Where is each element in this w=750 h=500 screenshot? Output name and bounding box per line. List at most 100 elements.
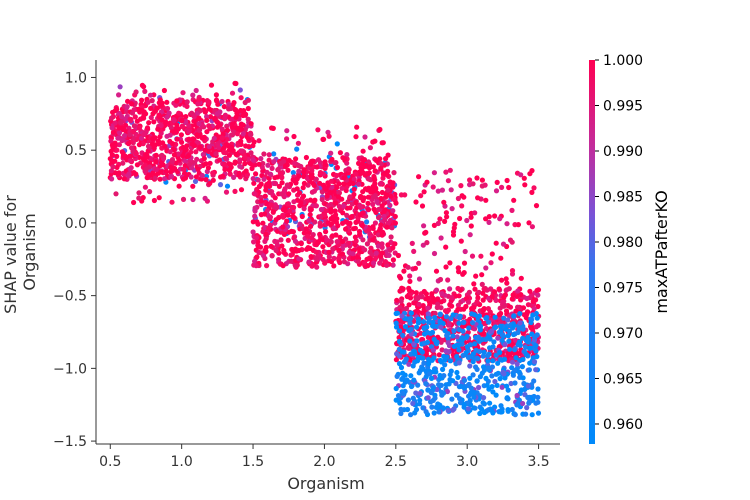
scatter-point [267,189,273,195]
scatter-point [489,293,495,300]
scatter-point [398,192,404,198]
scatter-point [263,248,269,254]
scatter-point [264,169,270,175]
scatter-point [511,322,517,329]
scatter-point [443,210,449,216]
scatter-point [452,221,458,227]
scatter-point [472,326,478,332]
scatter-point [251,191,257,197]
y-tick-label: −1.0 [53,361,87,377]
scatter-point [306,259,312,265]
scatter-point [337,234,343,240]
scatter-point [312,197,318,203]
scatter-point [229,132,236,138]
scatter-point [370,260,377,266]
scatter-point [328,239,334,245]
scatter-point [535,399,541,405]
scatter-point [509,406,515,413]
scatter-point [164,105,171,112]
scatter-point [521,175,527,181]
scatter-point [155,126,161,132]
scatter-point [526,345,533,351]
scatter-point [234,110,240,116]
scatter-point [497,376,503,382]
scatter-point [474,378,480,384]
scatter-point [376,206,382,212]
scatter-point [483,375,489,381]
scatter-point [424,348,430,354]
scatter-point [331,255,337,261]
scatter-point [281,249,287,256]
scatter-point [232,159,238,165]
scatter-point [378,195,384,202]
scatter-point [371,206,377,212]
scatter-point [238,107,244,114]
scatter-point [390,257,396,263]
scatter-point [109,115,115,121]
scatter-point [370,187,376,193]
scatter-point [256,161,262,167]
scatter-point [380,140,386,146]
scatter-point [142,88,148,94]
scatter-point [437,216,443,222]
scatter-point [180,166,187,172]
scatter-point [503,308,510,314]
scatter-point [269,125,275,131]
scatter-point [413,199,419,205]
scatter-point [365,187,371,193]
y-axis-label-line-2: Organism [20,213,39,290]
scatter-point [311,182,317,188]
scatter-point [361,157,368,163]
scatter-point [196,121,202,127]
scatter-point [275,166,281,172]
scatter-point [161,87,167,94]
scatter-point [475,314,481,320]
scatter-point [503,276,509,282]
scatter-point [134,162,140,168]
scatter-point [318,170,324,176]
scatter-point [256,183,262,190]
scatter-point [242,161,248,167]
scatter-point [534,315,540,321]
scatter-point [371,173,377,180]
scatter-point [505,333,511,339]
scatter-point [134,118,140,124]
scatter-point [396,361,403,367]
scatter-point [264,263,270,269]
scatter-point [476,384,482,391]
scatter-point [108,138,114,144]
scatter-point [252,205,258,211]
scatter-point [474,355,480,361]
scatter-point [333,232,339,238]
scatter-point [524,295,530,302]
scatter-point [454,353,460,360]
scatter-point [416,174,422,180]
scatter-point [143,111,149,117]
scatter-point [477,374,483,380]
scatter-point [509,268,516,274]
scatter-point [502,342,508,348]
scatter-point [382,170,388,177]
scatter-point [210,170,216,176]
scatter-point [193,149,199,155]
scatter-point [535,386,541,392]
scatter-point [471,281,477,287]
scatter-point [107,156,113,162]
scatter-point [335,194,342,200]
scatter-point [451,406,457,412]
scatter-point [197,107,203,114]
scatter-point [487,345,493,351]
scatter-point [217,182,224,188]
scatter-point [437,357,443,364]
scatter-point [470,320,476,326]
scatter-point [497,216,503,222]
scatter-point [176,110,182,116]
scatter-point [294,146,300,152]
scatter-point [261,151,267,157]
scatter-point [322,161,328,167]
scatter-point [509,207,515,213]
scatter-point [486,319,492,325]
scatter-point [517,311,523,317]
scatter-point [146,144,152,150]
scatter-point [315,239,321,246]
